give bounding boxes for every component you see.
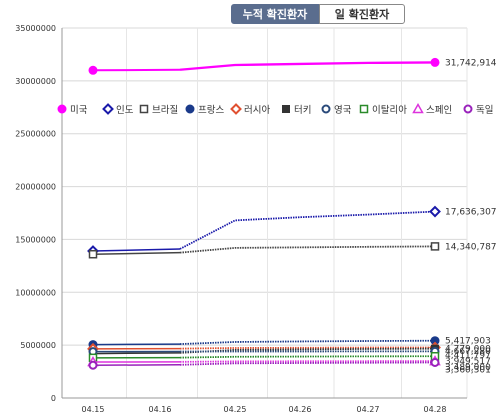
legend-item: 미국 (57, 104, 88, 116)
series-line-solid (92, 251, 181, 255)
legend-label: 미국 (70, 105, 88, 116)
x-tick-label: 04.27 (357, 405, 380, 414)
series-line-dotted (179, 210, 436, 250)
series-line-solid (92, 352, 181, 355)
series-2: 14,340,787 (88, 242, 497, 259)
data-point (430, 357, 440, 367)
x-tick-label: 04.15 (82, 405, 105, 414)
series-0: 31,742,914 (88, 57, 497, 75)
series-9: 3,360,301 (88, 357, 491, 376)
series-line-dotted (179, 361, 436, 366)
data-label: 4,779,000 (445, 345, 491, 355)
y-tick-label: 10000000 (15, 288, 56, 297)
series-line-dotted (179, 61, 436, 71)
legend-label: 러시아 (244, 105, 270, 116)
data-point (359, 104, 369, 114)
data-point (230, 103, 242, 115)
data-label: 5,417,903 (445, 337, 491, 347)
series-3: 5,417,903 (88, 336, 491, 350)
legend-item: 영국 (321, 104, 352, 116)
data-point (463, 104, 473, 114)
legend-item: 이탈리아 (359, 104, 407, 116)
legend-label: 인도 (116, 105, 134, 116)
y-tick-label: 25000000 (15, 130, 56, 139)
series-line-dotted (179, 245, 436, 254)
data-point (430, 57, 440, 67)
data-label: 14,340,787 (445, 242, 497, 252)
legend-label: 이탈리아 (372, 104, 407, 116)
legend-label: 독일 (476, 105, 493, 116)
data-point (282, 105, 290, 113)
series-line-dotted (179, 346, 436, 350)
legend-label: 터키 (294, 105, 311, 116)
legend-item: 프랑스 (185, 104, 224, 116)
data-point (321, 104, 331, 114)
data-point (185, 104, 195, 114)
data-point (88, 65, 98, 75)
x-tick-label: 04.26 (289, 405, 312, 414)
data-point (88, 249, 98, 259)
tab-group: 누적 확진환자 일 확진환자 (231, 4, 405, 24)
series-line-solid (92, 68, 181, 72)
y-tick-label: 30000000 (15, 77, 56, 86)
legend-item: 인도 (102, 103, 134, 116)
tab-daily-cases[interactable]: 일 확진환자 (319, 4, 405, 24)
data-point (430, 242, 440, 251)
y-tick-label: 0 (51, 394, 56, 403)
legend-label: 브라질 (152, 104, 178, 116)
y-tick-label: 15000000 (15, 235, 56, 244)
series-line-dotted (179, 355, 436, 359)
data-point (139, 104, 149, 114)
x-tick-label: 04.28 (424, 405, 447, 414)
data-point (57, 104, 67, 114)
legend-label: 스페인 (426, 105, 452, 116)
series-line-dotted (179, 339, 436, 345)
data-point (429, 205, 441, 218)
legend-item: 터키 (282, 105, 311, 116)
data-label: 3,360,301 (445, 366, 491, 376)
y-tick-label: 20000000 (15, 183, 56, 192)
series-line-dotted (179, 347, 436, 354)
x-tick-label: 04.25 (224, 405, 247, 414)
data-point (102, 103, 114, 115)
data-label: 3,949,517 (445, 357, 491, 367)
legend-item: 스페인 (412, 102, 452, 116)
y-tick-label: 5000000 (20, 341, 56, 350)
legend-label: 영국 (334, 105, 352, 116)
data-label: 17,636,307 (445, 208, 497, 218)
legend-item: 브라질 (139, 104, 178, 116)
data-label: 31,742,914 (445, 58, 497, 68)
data-label: 3,489,000 (445, 363, 491, 373)
legend-label: 프랑스 (198, 104, 224, 116)
series-line-dotted (179, 360, 436, 363)
data-label: 4,411,797 (445, 351, 491, 361)
data-point (412, 102, 424, 114)
x-tick-label: 04.16 (149, 405, 172, 414)
legend-item: 독일 (463, 104, 493, 116)
tab-cumulative-cases[interactable]: 누적 확진환자 (231, 4, 319, 24)
series-line-solid (92, 248, 181, 252)
series-line-solid (92, 343, 181, 346)
legend-item: 러시아 (230, 103, 270, 116)
series-6: 4,411,797 (88, 346, 491, 361)
data-label: 4,667,280 (445, 347, 491, 357)
data-point (88, 360, 98, 370)
y-tick-label: 35000000 (15, 24, 56, 33)
